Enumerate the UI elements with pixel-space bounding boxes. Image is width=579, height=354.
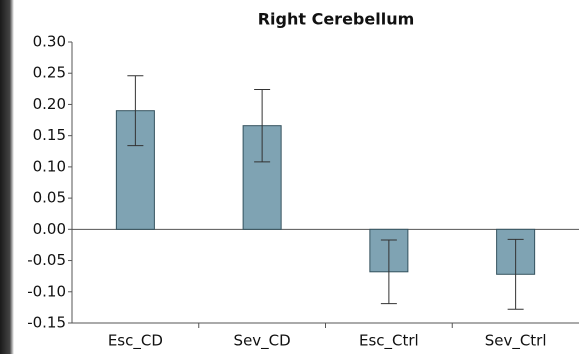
y-tick-label: 0.15 [33, 126, 66, 144]
screen-edge [0, 0, 14, 354]
x-tick-label: Sev_CD [234, 332, 291, 351]
y-tick-label: 0.00 [33, 220, 66, 238]
x-tick-label: Esc_Ctrl [359, 332, 419, 351]
y-tick-label: 0.30 [33, 33, 66, 51]
x-tick-label: Sev_Ctrl [485, 332, 547, 351]
y-tick-label: -0.15 [27, 314, 66, 332]
y-tick-label: -0.05 [27, 251, 66, 269]
y-tick-label: -0.10 [27, 282, 66, 300]
chart: Right Cerebellum 0.30 0.25 0.20 0.15 0.10 0.0… [0, 0, 579, 354]
y-tick-label: 0.20 [33, 95, 66, 113]
y-tick-label: 0.05 [33, 189, 66, 207]
chart-title: Right Cerebellum [258, 10, 415, 29]
x-tick-label: Esc_CD [108, 332, 163, 351]
y-tick-label: 0.25 [33, 64, 66, 82]
y-tick-label: 0.10 [33, 157, 66, 175]
